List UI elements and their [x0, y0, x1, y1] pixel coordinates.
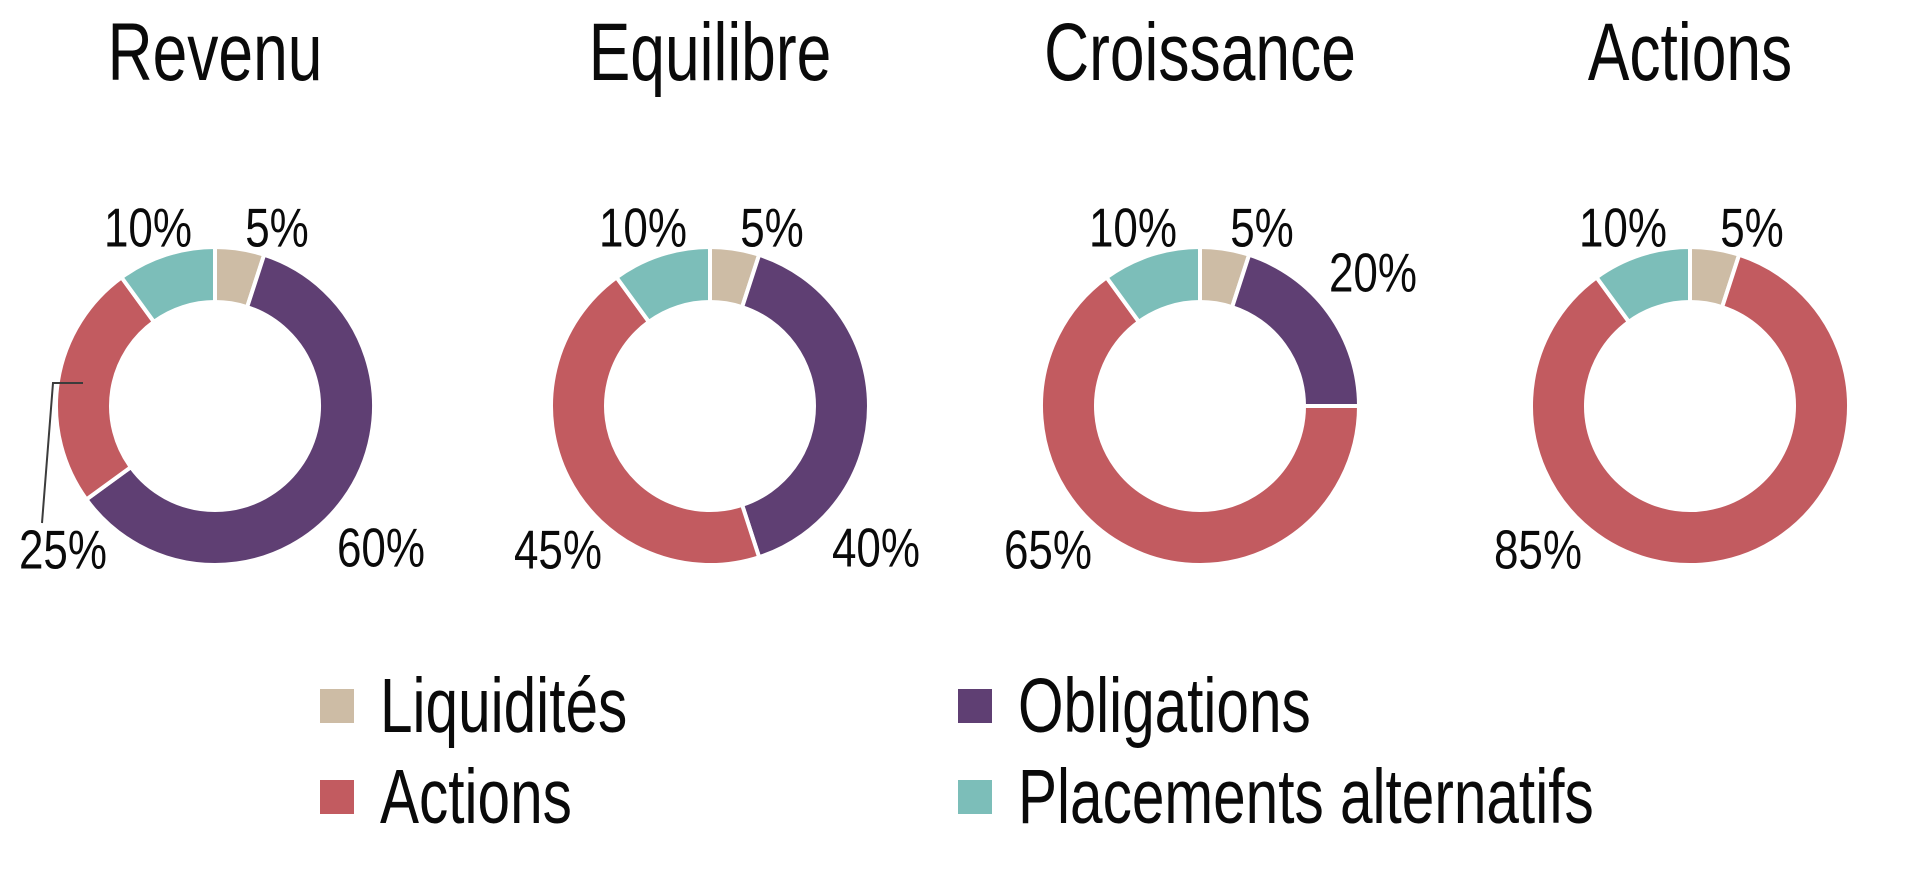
slice-placements-alternatifs: [613, 244, 712, 325]
donut-ring: [41, 244, 376, 567]
slice-value-label-placements-alternatifs: 10%: [1088, 196, 1178, 259]
slice-value-label-liquidites: 5%: [245, 196, 309, 259]
slice-value-label-actions: 45%: [513, 518, 603, 581]
donut-ring: [1039, 244, 1362, 567]
slice-value-label-liquidites: 5%: [1230, 196, 1294, 259]
slice-value-label-actions: 25%: [18, 518, 108, 581]
legend-swatch-obligations: [958, 689, 992, 723]
slice-actions: [549, 274, 762, 567]
chart-title: Equilibre: [588, 7, 832, 98]
slice-value-label-obligations: 40%: [831, 516, 921, 579]
slice-value-label-placements-alternatifs: 10%: [1578, 196, 1668, 259]
slice-value-label-actions: 65%: [1003, 518, 1093, 581]
slice-obligations: [739, 252, 871, 560]
donut-ring: [549, 244, 871, 567]
legend-swatch-liquidites: [320, 689, 354, 723]
chart-title: Revenu: [107, 7, 323, 98]
slice-actions: [54, 274, 157, 503]
slice-actions: [1529, 252, 1851, 567]
legend-label: Placements alternatifs: [1018, 754, 1594, 840]
legend-item-liquidites: Liquidités: [320, 666, 705, 746]
slice-obligations: [83, 252, 376, 567]
legend-item-actions: Actions: [320, 757, 633, 837]
donut-chart-actions: Actions 5% 85% 10%: [1450, 0, 1920, 630]
legend-item-placements-alternatifs: Placements alternatifs: [958, 757, 1776, 837]
slice-value-label-obligations: 20%: [1328, 241, 1418, 304]
chart-title: Croissance: [1044, 7, 1356, 98]
slice-value-label-liquidites: 5%: [740, 196, 804, 259]
slice-value-label-actions: 85%: [1493, 518, 1583, 581]
legend-label: Liquidités: [380, 663, 628, 749]
slice-actions: [1039, 274, 1362, 567]
legend-label: Obligations: [1018, 663, 1311, 749]
label-leader-line: [41, 382, 83, 524]
slice-placements-alternatifs: [1103, 244, 1202, 325]
legend-item-obligations: Obligations: [958, 666, 1403, 746]
chart-title: Actions: [1587, 7, 1793, 98]
slice-value-label-liquidites: 5%: [1720, 196, 1784, 259]
legend-label: Actions: [380, 754, 572, 840]
slice-value-label-obligations: 60%: [336, 516, 426, 579]
legend-swatch-actions: [320, 780, 354, 814]
donut-chart-equilibre: Equilibre 5% 40% 45% 10%: [470, 0, 950, 630]
slice-value-label-placements-alternatifs: 10%: [103, 196, 193, 259]
donut-chart-croissance: Croissance 5% 20% 65% 10%: [960, 0, 1440, 630]
slice-value-label-placements-alternatifs: 10%: [598, 196, 688, 259]
legend-swatch-placements-alternatifs: [958, 780, 992, 814]
slice-placements-alternatifs: [118, 244, 217, 325]
donut-chart-revenu: Revenu 5% 60% 25% 10%: [0, 0, 455, 630]
slice-placements-alternatifs: [1593, 244, 1692, 325]
donut-ring: [1529, 244, 1851, 567]
